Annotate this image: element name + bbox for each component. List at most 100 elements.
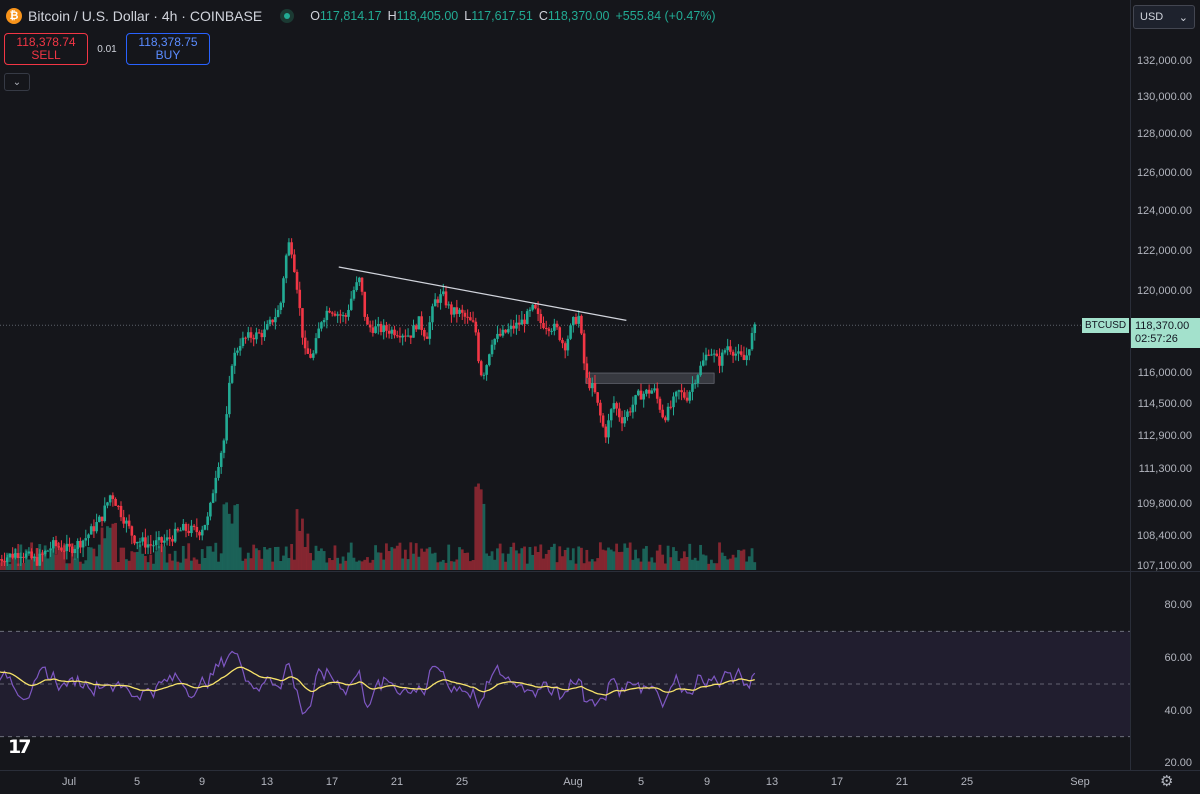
volume-bar <box>542 558 545 570</box>
volume-bar <box>368 562 372 570</box>
candle-body <box>122 517 126 524</box>
sell-price: 118,378.74 <box>16 35 76 49</box>
candle-body <box>309 353 312 358</box>
candle-body <box>376 323 380 327</box>
candle-body <box>282 278 285 303</box>
collapse-legend-button[interactable]: ⌄ <box>4 73 30 91</box>
volume-bar <box>65 563 69 570</box>
buy-button[interactable]: 118,378.75 BUY <box>126 33 210 65</box>
volume-bar <box>219 553 223 570</box>
volume-bar <box>712 563 716 570</box>
volume-bar <box>225 502 229 570</box>
volume-bar <box>604 550 608 570</box>
volume-bar <box>523 546 526 570</box>
price-axis[interactable]: 132,000.00 130,000.00 128,000.00 126,000.00… <box>1130 0 1200 770</box>
volume-bar <box>552 543 556 570</box>
volume-bar <box>108 527 112 570</box>
volume-bar <box>330 560 334 570</box>
candle-body <box>76 540 79 549</box>
volume-bar <box>479 489 483 570</box>
volume-bar <box>141 553 145 570</box>
volume-bar <box>236 503 239 570</box>
pane-separator[interactable] <box>0 571 1200 572</box>
volume-bar <box>414 543 418 570</box>
candle-body <box>19 556 23 559</box>
volume-bar <box>704 555 708 570</box>
volume-bar <box>598 542 602 570</box>
candle-body <box>479 361 483 376</box>
candle-body <box>748 349 751 356</box>
volume-bar <box>441 559 445 570</box>
candle-body <box>320 322 323 329</box>
chevron-down-icon: ⌄ <box>1178 11 1188 24</box>
volume-bar <box>447 544 451 570</box>
time-axis[interactable]: Jul 5 9 13 17 21 25 Aug 5 9 13 17 21 25 Sep <box>0 770 1200 794</box>
open-key: O <box>310 9 320 23</box>
volume-bar <box>487 555 491 570</box>
price-chart[interactable] <box>0 0 1130 570</box>
volume-bar <box>612 551 616 570</box>
tradingview-logo-icon[interactable]: 17 <box>8 736 32 758</box>
candle-body <box>33 557 36 559</box>
candle-body <box>200 529 204 536</box>
candle-body <box>95 522 98 532</box>
time-tick-label: 25 <box>960 776 974 788</box>
volume-bar <box>395 545 399 570</box>
candle-body <box>358 277 361 283</box>
candle-body <box>707 354 711 356</box>
candlestick-chart[interactable] <box>0 0 1130 570</box>
candle-body <box>425 336 429 339</box>
volume-bar <box>68 563 71 570</box>
market-status-icon[interactable] <box>280 9 295 23</box>
candle-body <box>661 409 664 418</box>
candle-body <box>623 416 627 424</box>
price-tick-label: 107,100.00 <box>1136 560 1192 572</box>
price-tick-label: 116,000.00 <box>1137 367 1192 379</box>
trendline <box>338 266 627 321</box>
volume-bar <box>739 550 743 570</box>
candle-body <box>582 333 586 364</box>
candle-body <box>601 415 605 427</box>
volume-bar <box>387 551 391 570</box>
candle-body <box>274 316 277 323</box>
volume-bar <box>718 542 721 570</box>
volume-bar <box>498 543 502 570</box>
candle-body <box>520 319 524 325</box>
candle-body <box>561 339 564 344</box>
volume-bar <box>244 558 247 570</box>
currency-select[interactable]: USD ⌄ <box>1133 5 1195 29</box>
candle-body <box>265 324 269 330</box>
volume-bar <box>165 562 169 570</box>
volume-bar <box>195 559 199 570</box>
rsi-pane[interactable] <box>0 572 1130 768</box>
candle-body <box>547 328 551 332</box>
rsi-tick-label: 20.00 <box>1164 757 1192 769</box>
time-tick-label: Aug <box>563 776 583 788</box>
volume-bar <box>672 547 675 570</box>
candle-body <box>642 393 646 400</box>
candle-body <box>417 316 421 330</box>
volume-bar <box>525 563 529 570</box>
volume-bar <box>114 522 117 570</box>
volume-bar <box>674 550 678 570</box>
time-tick-label: 9 <box>703 776 711 788</box>
candle-body <box>133 535 136 544</box>
gear-icon[interactable]: ⚙ <box>1160 773 1174 790</box>
candle-body <box>441 291 445 295</box>
volume-bar <box>352 557 356 570</box>
low-value: 117,617.51 <box>471 9 533 23</box>
candle-body <box>24 553 28 558</box>
time-tick-label: 17 <box>325 776 339 788</box>
candle-body <box>65 543 69 552</box>
volume-bar <box>482 503 486 570</box>
candle-body <box>238 346 242 351</box>
sell-button[interactable]: 118,378.74 SELL <box>4 33 88 65</box>
symbol-title[interactable]: Bitcoin / U.S. Dollar · 4h · COINBASE <box>28 8 263 24</box>
volume-bar <box>276 546 280 570</box>
rsi-chart[interactable] <box>0 572 1130 768</box>
candle-body <box>5 557 9 563</box>
candle-body <box>130 526 134 536</box>
candle-body <box>528 309 532 312</box>
volume-bar <box>246 552 250 570</box>
candle-body <box>311 353 315 358</box>
